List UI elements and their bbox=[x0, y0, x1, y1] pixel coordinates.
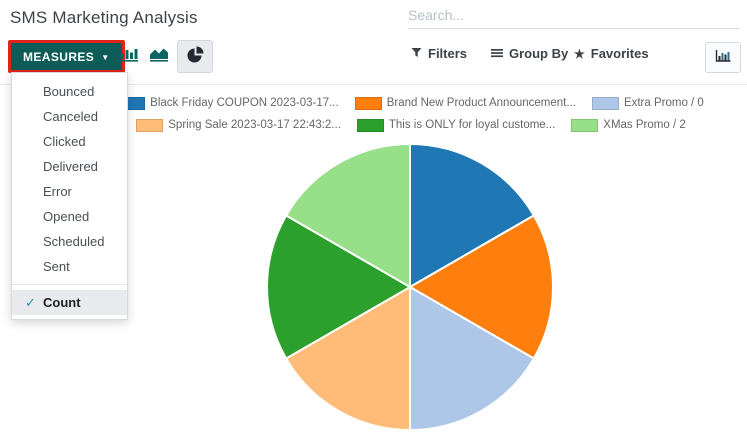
legend-color-marker bbox=[354, 96, 382, 110]
caret-down-icon: ▼ bbox=[101, 53, 110, 62]
measures-menu-item[interactable]: Canceled bbox=[43, 109, 98, 124]
pie-slice[interactable] bbox=[284, 142, 411, 289]
chart-legend: Black Friday COUPON 2023-03-17... Brand … bbox=[75, 92, 747, 136]
legend-item-label: Spring Sale 2023-03-17 22:43:2... bbox=[168, 119, 341, 131]
filters-button[interactable]: Filters bbox=[411, 46, 467, 61]
pie-slice[interactable] bbox=[284, 285, 411, 432]
legend-item[interactable]: Black Friday COUPON 2023-03-17... bbox=[118, 96, 339, 110]
legend-item-label: Brand New Product Announcement... bbox=[386, 97, 576, 109]
page-title: SMS Marketing Analysis bbox=[10, 8, 198, 27]
measures-menu-item[interactable]: Delivered bbox=[43, 159, 98, 174]
legend-color-marker bbox=[356, 118, 384, 132]
legend-item[interactable]: Brand New Product Announcement... bbox=[354, 96, 576, 110]
filters-label: Filters bbox=[428, 46, 468, 61]
legend-color-marker bbox=[136, 118, 164, 132]
filter-funnel-icon bbox=[411, 46, 422, 61]
legend-color-marker bbox=[591, 96, 619, 110]
checkmark-icon: ✓ bbox=[25, 295, 36, 310]
area-chart-icon bbox=[149, 46, 169, 65]
measures-menu-items: Bounced Canceled Clicked Delivered Error… bbox=[12, 79, 127, 279]
legend-item-label: This is ONLY for loyal custome... bbox=[388, 119, 556, 131]
legend-item[interactable]: This is ONLY for loyal custome... bbox=[356, 118, 556, 132]
measures-button-label: MEASURES bbox=[23, 49, 95, 64]
legend-item-label: XMas Promo / 2 bbox=[603, 119, 686, 131]
measures-menu-item[interactable]: Bounced bbox=[43, 84, 95, 99]
star-icon: ★ bbox=[574, 46, 585, 61]
legend-item[interactable]: XMas Promo / 2 bbox=[571, 118, 686, 132]
pie-slice[interactable] bbox=[409, 285, 536, 432]
legend-row: Black Friday COUPON 2023-03-17... Brand … bbox=[75, 92, 747, 114]
graph-view-switcher-button[interactable] bbox=[705, 42, 741, 73]
count-label: Count bbox=[43, 295, 81, 310]
group-by-label: Group By bbox=[509, 46, 569, 61]
measures-button[interactable]: MEASURES ▼ bbox=[8, 40, 125, 73]
measures-menu-item[interactable]: Opened bbox=[43, 209, 90, 224]
menu-separator bbox=[12, 284, 127, 285]
pie-slice[interactable] bbox=[266, 214, 412, 360]
bar-chart-icon bbox=[119, 46, 139, 65]
group-by-button[interactable]: Group By bbox=[491, 46, 568, 61]
measures-menu-item[interactable]: Scheduled bbox=[43, 234, 105, 249]
legend-item[interactable]: Spring Sale 2023-03-17 22:43:2... bbox=[136, 118, 341, 132]
control-panel-divider bbox=[0, 84, 747, 85]
measures-menu-item[interactable]: Clicked bbox=[43, 134, 86, 149]
legend-row: Spring Sale 2023-03-17 22:43:2... This i… bbox=[75, 114, 747, 136]
measures-menu-item-count[interactable]: ✓ Count bbox=[12, 290, 127, 315]
favorites-button[interactable]: ★ Favorites bbox=[574, 46, 649, 61]
group-by-lines-icon bbox=[491, 46, 503, 61]
legend-item-label: Extra Promo / 0 bbox=[623, 97, 704, 109]
pie-chart-icon bbox=[186, 46, 205, 68]
area-chart-type-button[interactable] bbox=[148, 46, 170, 64]
legend-color-marker bbox=[571, 118, 599, 132]
measures-dropdown-menu: Bounced Canceled Clicked Delivered Error… bbox=[11, 72, 128, 320]
pie-chart bbox=[266, 142, 554, 432]
pie-chart-type-button[interactable] bbox=[177, 40, 213, 73]
pie-chart-area bbox=[265, 142, 555, 432]
favorites-label: Favorites bbox=[590, 46, 649, 61]
legend-item-label: Black Friday COUPON 2023-03-17... bbox=[150, 97, 339, 109]
legend-item[interactable]: Extra Promo / 0 bbox=[591, 96, 704, 110]
bar-chart-icon bbox=[715, 49, 732, 66]
pie-slice[interactable] bbox=[409, 142, 536, 289]
bar-chart-type-button[interactable] bbox=[118, 46, 140, 64]
search-input[interactable] bbox=[408, 2, 740, 29]
measures-menu-item[interactable]: Sent bbox=[43, 259, 70, 274]
pie-slice[interactable] bbox=[408, 214, 554, 360]
measures-menu-item[interactable]: Error bbox=[43, 184, 72, 199]
